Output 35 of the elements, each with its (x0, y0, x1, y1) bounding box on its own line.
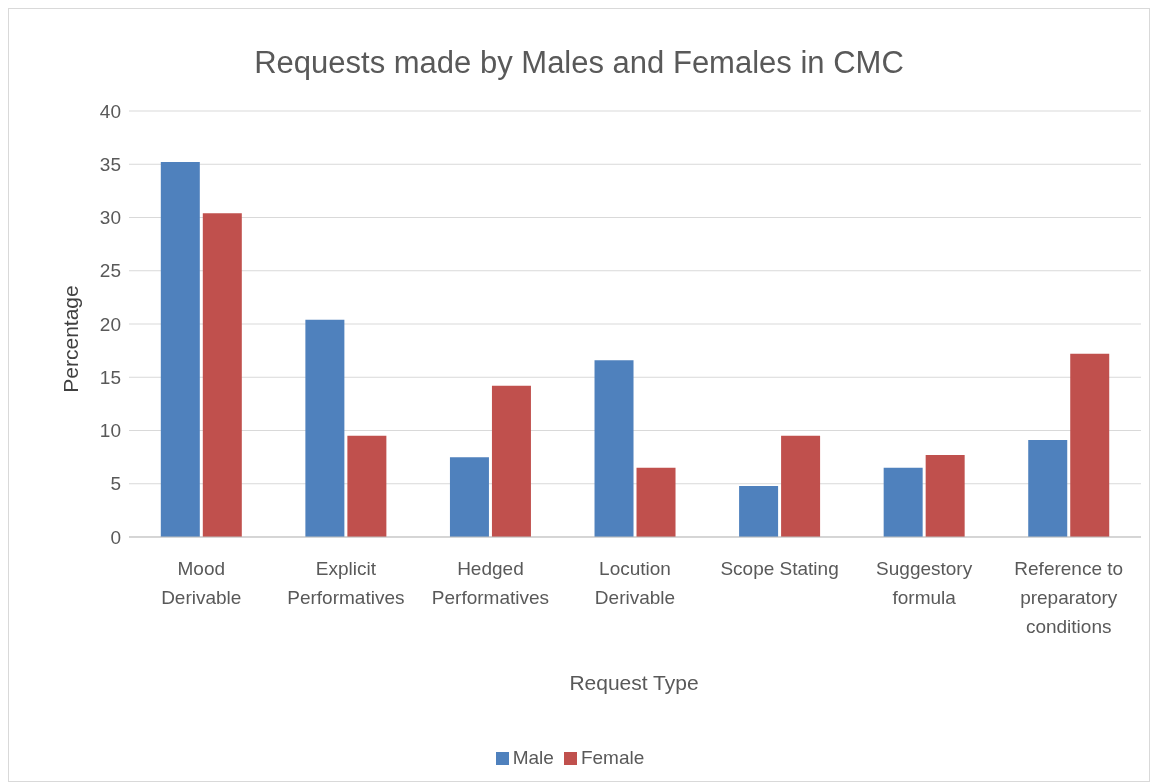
bar (925, 455, 965, 537)
bar (449, 457, 489, 537)
y-tick-label: 25 (99, 260, 121, 282)
bar (636, 467, 676, 537)
chart-title: Requests made by Males and Females in CMC (253, 45, 905, 81)
bar (739, 485, 779, 537)
x-tick-label: Explicit Performatives (287, 558, 405, 608)
y-tick-label: 35 (99, 153, 121, 175)
bar (160, 162, 200, 537)
bar (491, 385, 531, 537)
y-tick-label: 5 (110, 473, 121, 495)
x-tick-label: Reference to preparatory conditions (1014, 558, 1124, 637)
y-tick-label: 30 (99, 207, 121, 229)
x-axis-title: Request Type (568, 671, 700, 695)
x-tick-label: Suggestory formula (876, 558, 973, 608)
bar (347, 435, 387, 537)
y-tick-label: 40 (99, 100, 121, 122)
bar (1028, 440, 1068, 537)
legend-label: Male (512, 747, 554, 768)
y-tick-label: 15 (99, 366, 121, 388)
bar (305, 319, 345, 537)
bar (883, 467, 923, 537)
y-tick-label: 10 (99, 420, 121, 442)
x-tick-label: Locution Derivable (594, 558, 676, 608)
legend-label: Female (580, 747, 645, 768)
bar (202, 213, 242, 537)
y-tick-label: 0 (110, 526, 121, 548)
bar (1070, 353, 1110, 537)
x-tick-label: Hedged Performatives (431, 558, 550, 608)
bar (594, 360, 634, 537)
x-tick-label: Mood Derivable (161, 558, 242, 608)
y-axis-title: Percentage (59, 285, 83, 393)
y-tick-label: 20 (99, 313, 121, 335)
bar (781, 435, 821, 537)
x-tick-label: Scope Stating (720, 558, 839, 579)
